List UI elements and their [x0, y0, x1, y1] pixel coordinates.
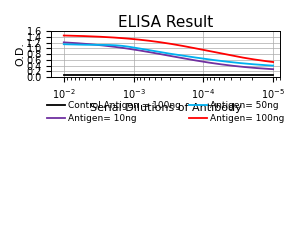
- Antigen= 10ng: [266, 68, 270, 70]
- Antigen= 50ng: [271, 64, 275, 67]
- Antigen= 10ng: [234, 64, 237, 68]
- Antigen= 10ng: [163, 53, 166, 56]
- Line: Antigen= 50ng: Antigen= 50ng: [64, 44, 273, 66]
- Title: ELISA Result: ELISA Result: [118, 15, 213, 30]
- Control Antigen = 100ng: [175, 73, 179, 76]
- Legend: Control Antigen = 100ng, Antigen= 10ng, Antigen= 50ng, Antigen= 100ng: Control Antigen = 100ng, Antigen= 10ng, …: [47, 101, 285, 124]
- Antigen= 50ng: [163, 51, 166, 54]
- Antigen= 100ng: [62, 34, 66, 37]
- Antigen= 50ng: [187, 55, 190, 58]
- Antigen= 100ng: [161, 41, 165, 44]
- Control Antigen = 100ng: [163, 73, 166, 76]
- Antigen= 100ng: [234, 55, 237, 58]
- Control Antigen = 100ng: [266, 73, 270, 76]
- Antigen= 10ng: [62, 41, 66, 44]
- Antigen= 100ng: [266, 60, 270, 63]
- Antigen= 100ng: [163, 41, 166, 44]
- Line: Antigen= 10ng: Antigen= 10ng: [64, 42, 273, 69]
- Antigen= 100ng: [175, 44, 179, 46]
- Line: Antigen= 100ng: Antigen= 100ng: [64, 36, 273, 62]
- Antigen= 50ng: [266, 64, 270, 67]
- Antigen= 50ng: [161, 51, 165, 54]
- Antigen= 100ng: [271, 60, 275, 64]
- Antigen= 10ng: [161, 53, 165, 56]
- Antigen= 10ng: [175, 56, 179, 59]
- Antigen= 100ng: [187, 46, 190, 48]
- Antigen= 50ng: [62, 43, 66, 46]
- Antigen= 50ng: [175, 53, 179, 56]
- Y-axis label: O.D.: O.D.: [15, 42, 25, 66]
- Control Antigen = 100ng: [234, 73, 237, 76]
- Control Antigen = 100ng: [161, 73, 165, 76]
- Control Antigen = 100ng: [62, 73, 66, 76]
- Antigen= 10ng: [187, 58, 190, 61]
- Antigen= 10ng: [271, 68, 275, 71]
- Antigen= 50ng: [234, 61, 237, 64]
- Control Antigen = 100ng: [271, 73, 275, 76]
- Control Antigen = 100ng: [187, 73, 190, 76]
- X-axis label: Serial Dilutions of Antibody: Serial Dilutions of Antibody: [90, 104, 242, 114]
